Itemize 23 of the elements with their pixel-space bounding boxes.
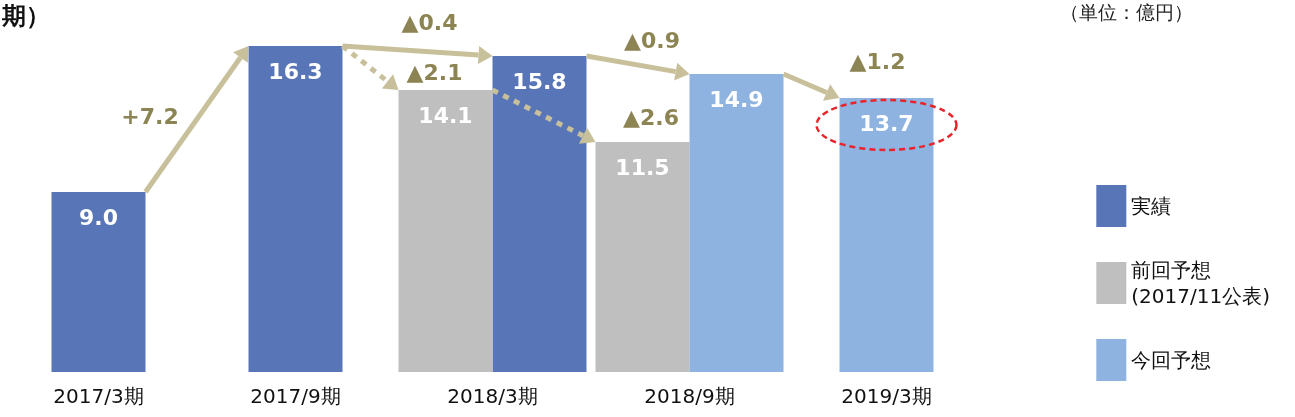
legend-label: 前回予想 (2017/11公表): [1131, 258, 1271, 308]
x-tick-label: 2017/3期: [53, 384, 144, 408]
annotation: ▲2.1: [406, 59, 463, 85]
x-tick-label: 2018/3期: [447, 384, 538, 408]
chart-title: 期）: [2, 1, 50, 32]
data-label: 15.8: [512, 68, 567, 94]
annotation: ▲1.2: [849, 48, 906, 74]
data-label: 14.1: [418, 102, 473, 128]
legend-label: 今回予想: [1131, 348, 1212, 372]
x-tick-label: 2018/9期: [644, 384, 735, 408]
text: （単位：億円）: [1060, 0, 1193, 25]
data-label: 16.3: [268, 58, 323, 84]
annotation: +7.2: [121, 103, 179, 129]
data-label: 9.0: [79, 204, 118, 230]
annotation: ▲2.6: [623, 104, 679, 130]
text: ▲0.4: [401, 9, 458, 35]
annotation: ▲0.9: [624, 27, 680, 53]
data-label: 11.5: [615, 154, 670, 180]
data-label: 13.7: [859, 110, 914, 136]
x-tick-label: 2017/9期: [250, 384, 341, 408]
legend-label: 実績: [1131, 194, 1172, 218]
x-tick-label: 2019/3期: [841, 384, 932, 408]
data-label: 14.9: [709, 86, 764, 112]
